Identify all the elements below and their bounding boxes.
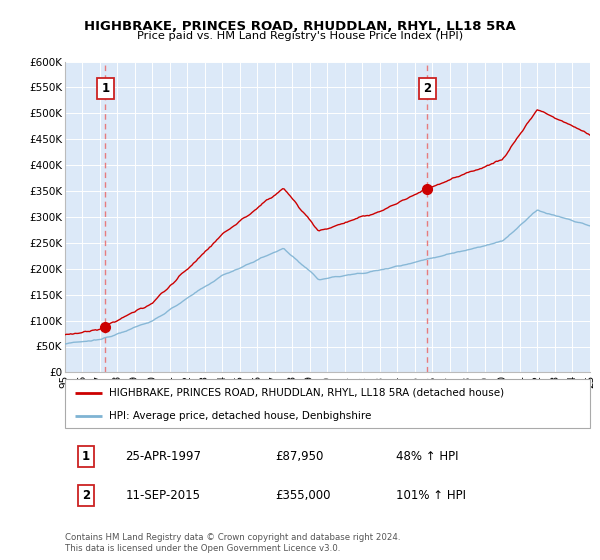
Text: HIGHBRAKE, PRINCES ROAD, RHUDDLAN, RHYL, LL18 5RA (detached house): HIGHBRAKE, PRINCES ROAD, RHUDDLAN, RHYL,… (109, 388, 505, 398)
Text: 2: 2 (82, 489, 90, 502)
Text: 25-APR-1997: 25-APR-1997 (125, 450, 201, 463)
Text: Contains HM Land Registry data © Crown copyright and database right 2024.
This d: Contains HM Land Registry data © Crown c… (65, 533, 400, 553)
Text: 11-SEP-2015: 11-SEP-2015 (125, 489, 200, 502)
Text: 2: 2 (424, 82, 431, 95)
Text: HIGHBRAKE, PRINCES ROAD, RHUDDLAN, RHYL, LL18 5RA: HIGHBRAKE, PRINCES ROAD, RHUDDLAN, RHYL,… (84, 20, 516, 32)
Text: £87,950: £87,950 (275, 450, 323, 463)
Text: 101% ↑ HPI: 101% ↑ HPI (395, 489, 466, 502)
Text: Price paid vs. HM Land Registry's House Price Index (HPI): Price paid vs. HM Land Registry's House … (137, 31, 463, 41)
Text: 1: 1 (101, 82, 109, 95)
Text: £355,000: £355,000 (275, 489, 331, 502)
Text: 48% ↑ HPI: 48% ↑ HPI (395, 450, 458, 463)
Text: 1: 1 (82, 450, 90, 463)
FancyBboxPatch shape (65, 379, 590, 428)
Text: HPI: Average price, detached house, Denbighshire: HPI: Average price, detached house, Denb… (109, 411, 372, 421)
